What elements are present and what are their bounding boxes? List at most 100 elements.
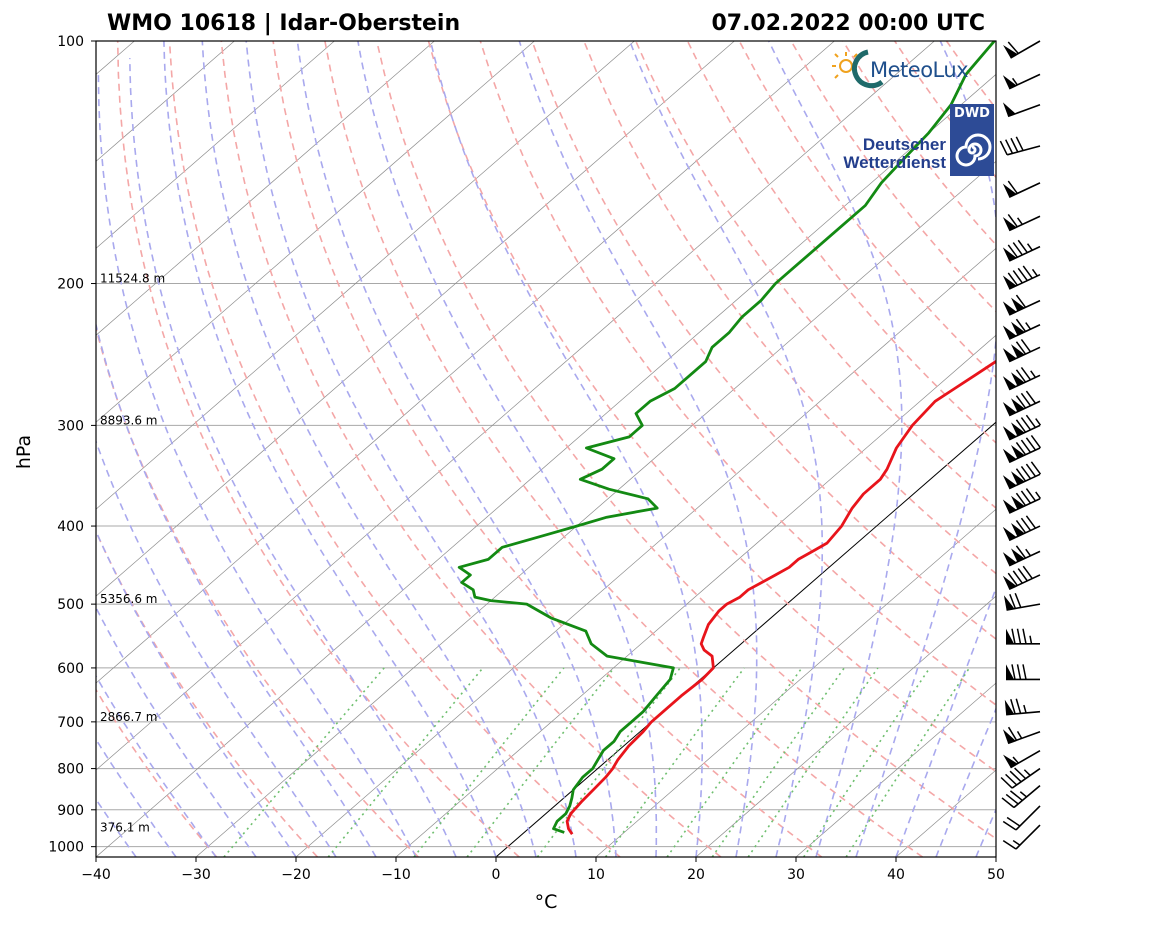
sun-icon — [832, 49, 884, 89]
axis-ticks: −40 −30 −20 −10 0 10 20 30 40 50 100 200 300 400 500 60… — [48, 34, 1005, 883]
moist-adiabat — [201, 41, 537, 857]
wind-barb — [1004, 698, 1041, 716]
moist-adiabat — [935, 706, 996, 857]
spiral-icon — [955, 133, 992, 167]
isotherm — [96, 41, 435, 336]
wind-barb — [1002, 515, 1041, 542]
moist-adiabat — [163, 41, 497, 857]
moist-adiabat — [96, 529, 297, 857]
height-label: 2866.7 m — [100, 710, 158, 724]
mixing-ratio-line — [536, 667, 681, 857]
wind-barb — [1002, 824, 1041, 850]
wind-barb — [1002, 73, 1041, 90]
wind-barb — [1003, 592, 1041, 611]
isotherm — [795, 682, 996, 857]
plot-frame — [95, 40, 997, 858]
x-tick-label: 50 — [987, 867, 1005, 883]
wind-barb — [1006, 664, 1040, 681]
dwd-logo: Deutscher Wetterdienst DWD — [830, 104, 996, 180]
wind-barb — [1002, 366, 1041, 391]
dwd-text-line2: Wetterdienst — [843, 153, 946, 172]
moist-adiabat — [895, 585, 996, 857]
isotherm — [96, 41, 835, 684]
isotherm — [395, 334, 996, 857]
series-layer — [457, 41, 996, 835]
y-tick-label: 100 — [57, 34, 84, 50]
wind-barb — [1003, 40, 1041, 59]
y-tick-label: 300 — [57, 418, 84, 434]
dry-adiabat — [324, 41, 924, 857]
wind-barb — [1002, 545, 1041, 567]
moist-adiabat — [628, 41, 824, 857]
moist-adiabat — [96, 674, 217, 857]
wind-barb — [1006, 628, 1040, 645]
y-tick-label: 400 — [57, 519, 84, 535]
dry-adiabat — [427, 41, 996, 773]
wind-barb — [1001, 785, 1041, 809]
x-tick-label: 20 — [687, 867, 705, 883]
mixing-ratio-line — [803, 667, 931, 857]
wind-barb — [1003, 749, 1041, 769]
wind-barb — [1002, 488, 1042, 514]
isotherm — [96, 73, 996, 857]
mixing-ratio-line — [327, 667, 484, 857]
wind-barb — [999, 136, 1041, 156]
chart-datetime: 07.02.2022 00:00 UTC — [711, 11, 985, 36]
dewpoint-line — [457, 41, 996, 834]
height-label: 8893.6 m — [100, 413, 158, 427]
meteolux-logo: MeteoLux — [832, 48, 996, 92]
mixing-ratio-line — [666, 667, 803, 857]
x-tick-label: 10 — [587, 867, 605, 883]
wind-barb — [1002, 180, 1041, 198]
wind-barb — [1002, 102, 1041, 118]
y-tick-label: 700 — [57, 715, 84, 731]
x-tick-label: −20 — [281, 867, 311, 883]
moist-adiabat — [96, 737, 177, 857]
dwd-box-label: DWD — [954, 106, 990, 121]
height-label: 11524.8 m — [100, 272, 165, 286]
dry-adiabat — [220, 41, 722, 857]
wind-barb — [1002, 265, 1041, 290]
moist-adiabat — [97, 74, 417, 857]
dry-adiabat — [96, 529, 319, 857]
moist-adiabat — [96, 605, 257, 857]
meteolux-text: MeteoLux — [870, 58, 969, 82]
background-lines — [96, 41, 996, 857]
dry-adiabat — [479, 41, 996, 707]
dry-adiabat — [375, 41, 996, 840]
wind-barb — [1002, 726, 1041, 745]
dry-adiabat — [686, 41, 996, 444]
moist-adiabat — [855, 41, 996, 857]
mixing-ratio-line — [466, 667, 615, 857]
x-axis-label: °C — [535, 891, 558, 913]
wind-barb — [1002, 414, 1042, 441]
y-tick-label: 500 — [57, 597, 84, 613]
dry-adiabat — [116, 41, 520, 857]
moist-adiabat — [518, 41, 758, 857]
mixing-ratio-line — [604, 667, 745, 857]
wind-barb — [1002, 565, 1041, 591]
wind-barb — [1002, 434, 1042, 464]
dry-adiabat — [168, 41, 621, 857]
wind-barb — [1002, 461, 1042, 490]
moist-adiabat — [129, 58, 457, 857]
height-label: 376.1 m — [100, 820, 150, 834]
x-tick-label: 40 — [887, 867, 905, 883]
dwd-text-line1: Deutscher — [862, 135, 946, 154]
isotherm — [295, 247, 996, 857]
wind-barb — [1002, 318, 1041, 340]
y-tick-label: 800 — [57, 762, 84, 778]
wind-barb — [1002, 338, 1041, 363]
dwd-box: DWD — [950, 104, 994, 176]
y-tick-label: 600 — [57, 661, 84, 677]
temperature-line — [565, 359, 996, 835]
height-label: 5356.6 m — [100, 592, 158, 606]
chart-title: WMO 10618 | Idar-Oberstein — [107, 11, 460, 36]
mixing-ratio-line — [711, 667, 845, 857]
y-tick-label: 1000 — [48, 840, 84, 856]
wind-barb — [1002, 805, 1041, 831]
moist-adiabat — [429, 41, 704, 857]
wind-barb — [1000, 767, 1041, 789]
moist-adiabat — [96, 321, 377, 857]
y-tick-label: 200 — [57, 277, 84, 293]
